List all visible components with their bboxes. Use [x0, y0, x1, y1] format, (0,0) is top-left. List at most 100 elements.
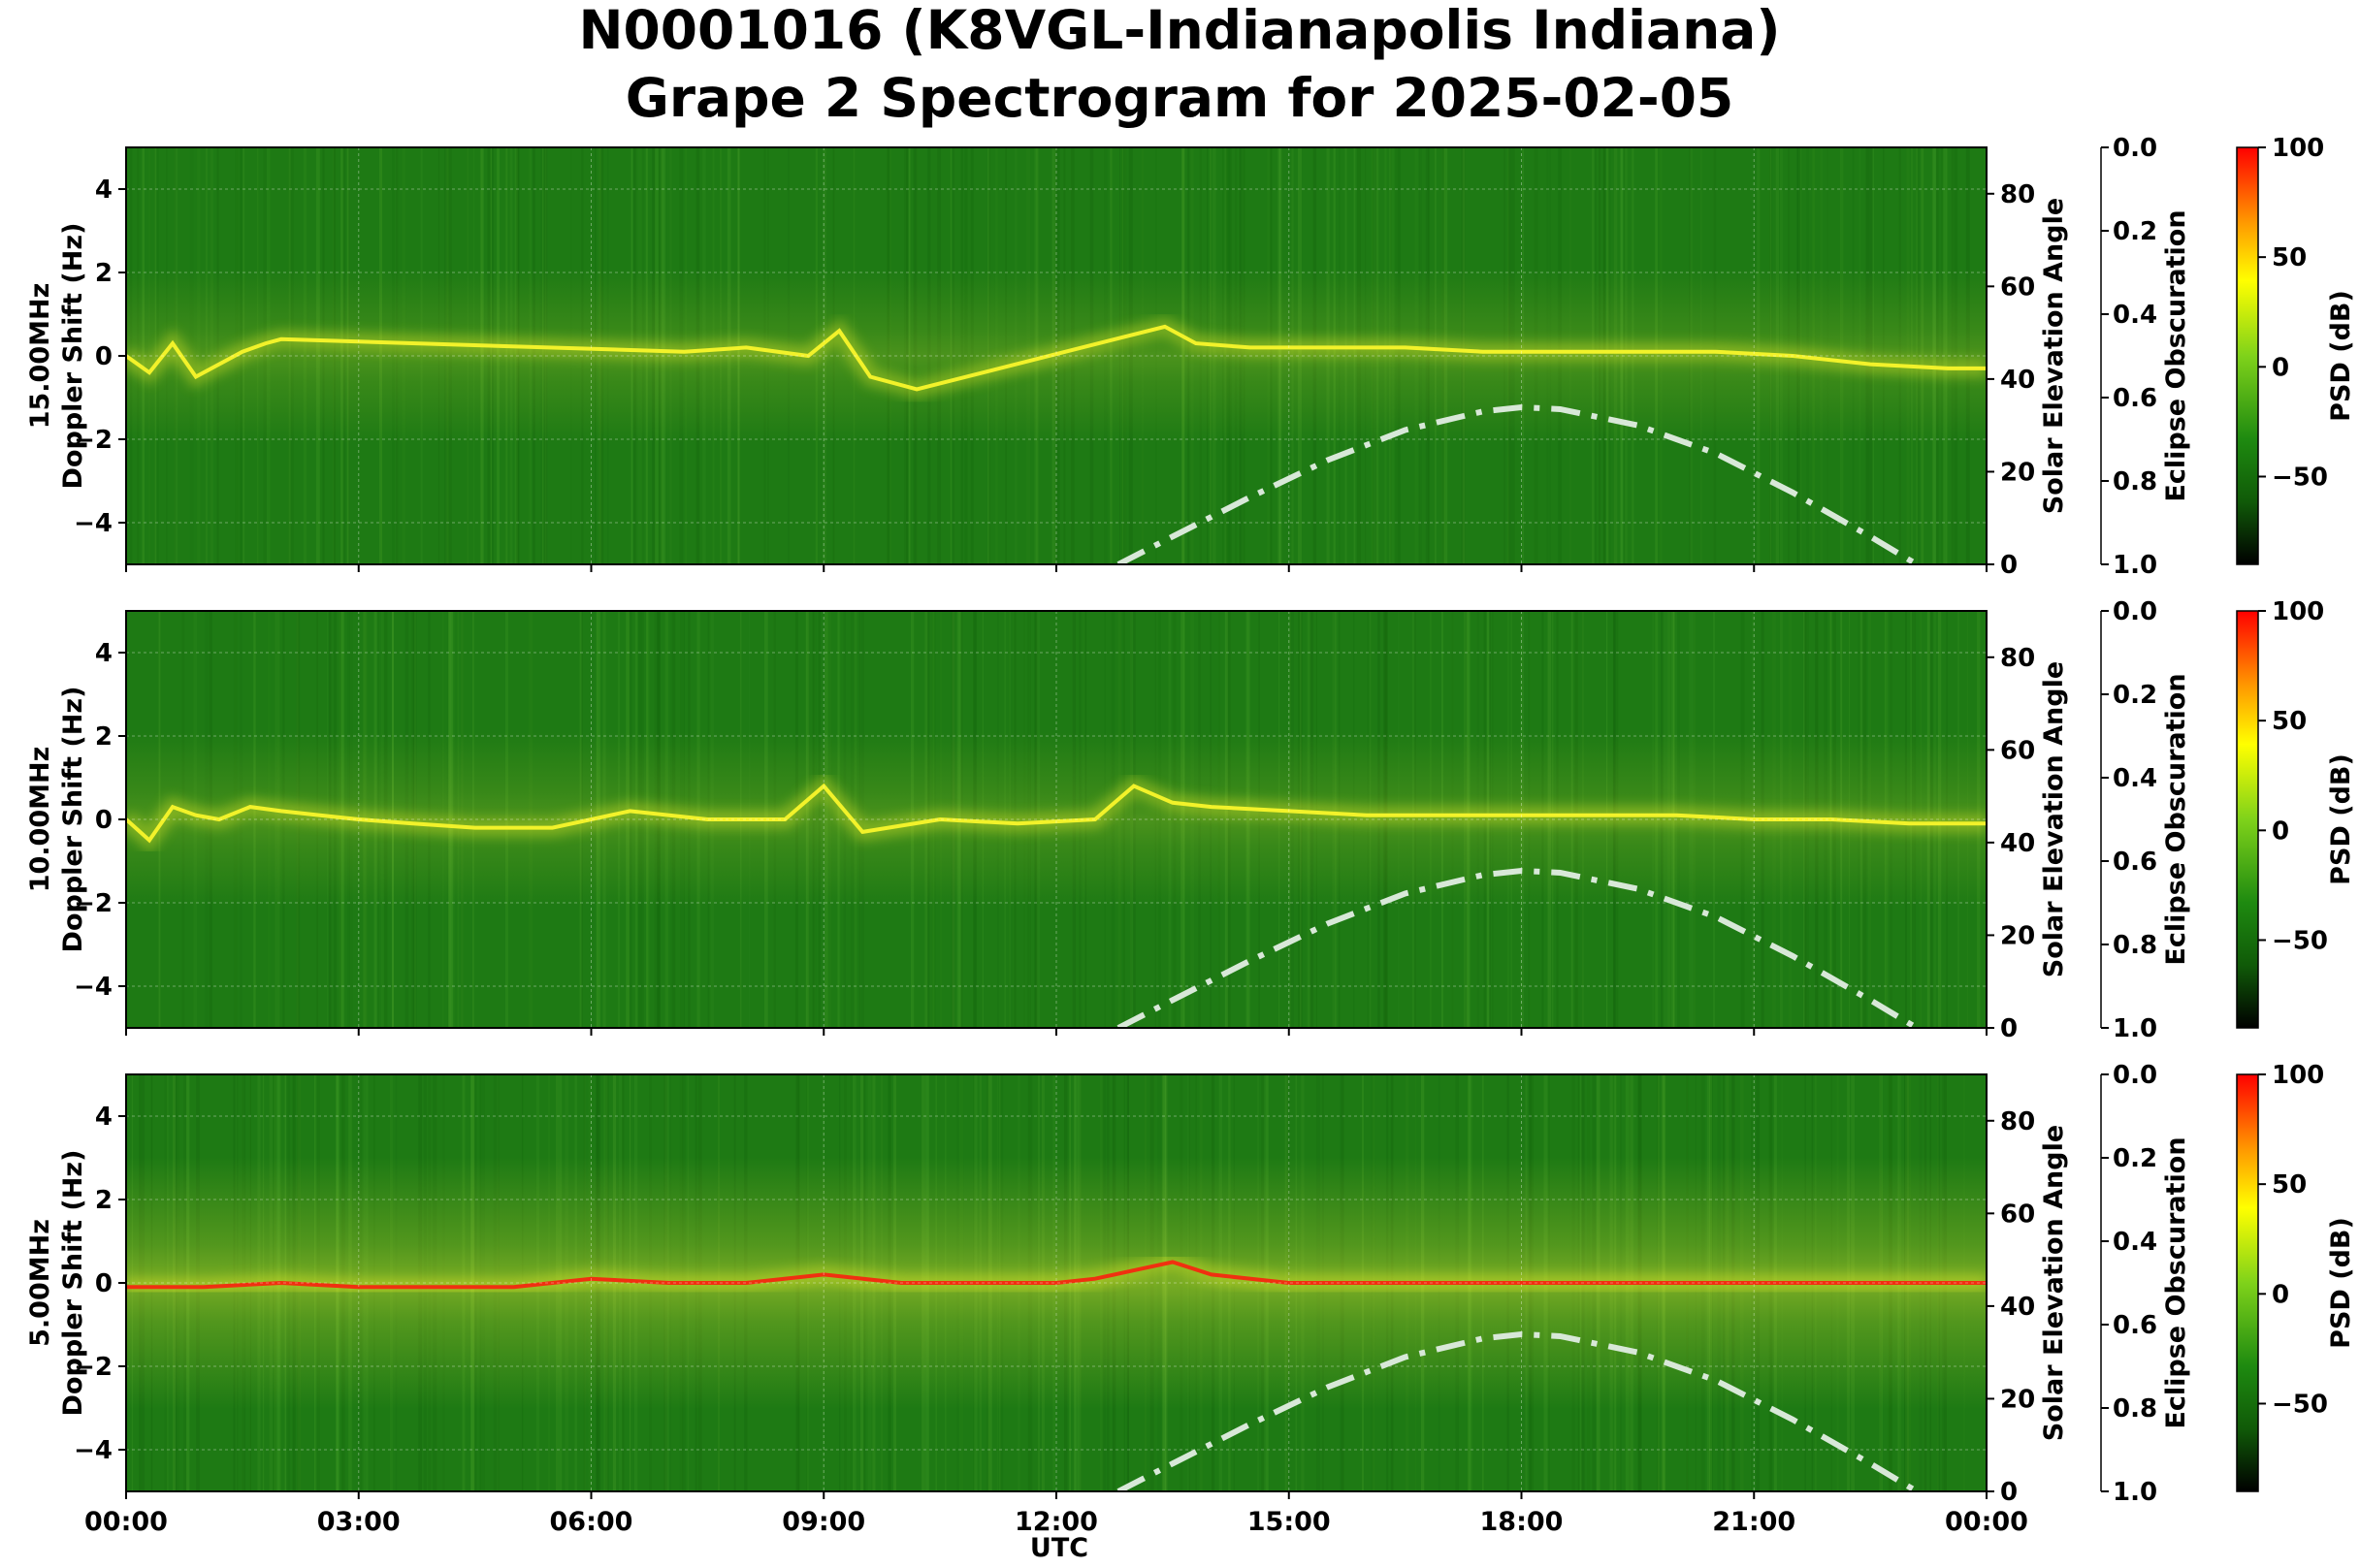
x-tick-label: 21:00 [1712, 1507, 1795, 1537]
solar-elevation-curve [1116, 404, 1919, 564]
colorbar-tick-label: −50 [2272, 926, 2328, 955]
y-tick-label: −2 [74, 889, 113, 918]
y-axis-label: 15.00MHz Doppler Shift (Hz) [25, 223, 88, 490]
eclipse-axis-label: Eclipse Obscuration [2161, 1136, 2191, 1428]
solar-tick-label: 80 [2000, 1107, 2035, 1136]
y-tick-label: −2 [74, 1353, 113, 1382]
y-tick-label: 4 [95, 176, 113, 205]
colorbar-label: PSD (dB) [2326, 753, 2356, 885]
y-tick-label: 0 [95, 1269, 113, 1298]
y-axis-label-line: Doppler Shift (Hz) [58, 687, 88, 953]
spectrogram-plot-area [126, 611, 1987, 1028]
eclipse-tick-label: 0.4 [2113, 764, 2157, 793]
colorbar-tick-label: 50 [2272, 243, 2307, 272]
solar-tick-label: 0 [2000, 1014, 2018, 1043]
solar-elevation-axis-label: Solar Elevation Angle [2039, 661, 2069, 977]
eclipse-tick-label: 0.8 [2113, 467, 2157, 496]
panel-5.00MHz: 420−2−45.00MHz Doppler Shift (Hz)00:00 03:… [25, 1061, 2356, 1537]
colorbar-tick-label: 100 [2272, 1061, 2324, 1090]
eclipse-tick-label: 0.0 [2113, 597, 2157, 626]
y-tick-label: 0 [95, 806, 113, 835]
eclipse-tick-label: 0.6 [2113, 384, 2157, 413]
y-tick-label: 2 [95, 722, 113, 752]
solar-elevation-axis-label: Solar Elevation Angle [2039, 1125, 2069, 1441]
solar-tick-label: 40 [2000, 1293, 2035, 1322]
eclipse-tick-label: 0.8 [2113, 931, 2157, 960]
x-tick-label: 00:00 [84, 1507, 168, 1537]
x-tick-label: 06:00 [550, 1507, 633, 1537]
x-tick-label: 15:00 [1247, 1507, 1331, 1537]
eclipse-tick-label: 1.0 [2113, 551, 2157, 580]
colorbar-tick-label: 100 [2272, 134, 2324, 163]
eclipse-tick-label: 0.4 [2113, 1228, 2157, 1257]
panel-15.00MHz: 420−2−415.00MHz Doppler Shift (Hz)0204060… [25, 134, 2356, 580]
eclipse-tick-label: 0.6 [2113, 848, 2157, 877]
eclipse-tick-label: 0.2 [2113, 681, 2157, 710]
figure-title-line2: Grape 2 Spectrogram for 2025-02-05 [626, 67, 1734, 129]
solar-tick-label: 80 [2000, 644, 2035, 673]
solar-tick-label: 60 [2000, 736, 2035, 765]
spectrogram-plot-area [126, 147, 1987, 564]
y-axis-label-line: Doppler Shift (Hz) [58, 223, 88, 490]
solar-elevation-curve [1116, 1331, 1919, 1491]
colorbar-tick-label: 100 [2272, 597, 2324, 626]
doppler-trace-line [126, 1260, 1987, 1290]
y-axis-label: 10.00MHz Doppler Shift (Hz) [25, 687, 88, 953]
psd-colorbar [2236, 1073, 2259, 1492]
x-tick-label: 00:00 [1945, 1507, 2028, 1537]
colorbar-tick-label: 0 [2272, 1280, 2289, 1309]
eclipse-tick-label: 0.8 [2113, 1394, 2157, 1424]
eclipse-tick-label: 0.2 [2113, 217, 2157, 246]
spectrogram-plot-area [126, 1074, 1987, 1491]
solar-elevation-axis-label: Solar Elevation Angle [2039, 198, 2069, 514]
solar-tick-label: 20 [2000, 458, 2035, 487]
solar-tick-label: 0 [2000, 1478, 2018, 1507]
y-tick-label: 0 [95, 342, 113, 371]
y-tick-label: 4 [95, 1103, 113, 1132]
x-tick-label: 03:00 [317, 1507, 401, 1537]
doppler-trace-line [126, 783, 1987, 844]
panels-group: 420−2−415.00MHz Doppler Shift (Hz)0204060… [25, 134, 2356, 1537]
panel-10.00MHz: 420−2−410.00MHz Doppler Shift (Hz)0204060… [25, 597, 2356, 1043]
y-axis-label-line: 10.00MHz [25, 747, 55, 893]
solar-tick-label: 40 [2000, 829, 2035, 858]
y-tick-label: 4 [95, 639, 113, 668]
colorbar-tick-label: 0 [2272, 816, 2289, 846]
x-axis-label: UTC [1030, 1533, 1088, 1563]
colorbar-tick-label: 0 [2272, 353, 2289, 382]
y-tick-label: −2 [74, 426, 113, 455]
solar-tick-label: 60 [2000, 272, 2035, 302]
eclipse-tick-label: 1.0 [2113, 1014, 2157, 1043]
y-axis-label-line: Doppler Shift (Hz) [58, 1150, 88, 1417]
eclipse-tick-label: 0.2 [2113, 1144, 2157, 1173]
eclipse-axis-label: Eclipse Obscuration [2161, 209, 2191, 501]
y-axis-label-line: 5.00MHz [25, 1219, 55, 1347]
y-tick-label: −4 [74, 509, 113, 538]
y-tick-label: 2 [95, 1186, 113, 1215]
solar-tick-label: 0 [2000, 551, 2018, 580]
eclipse-tick-label: 1.0 [2113, 1478, 2157, 1507]
psd-colorbar [2236, 610, 2259, 1029]
solar-elevation-curve [1116, 868, 1919, 1028]
eclipse-axis-label: Eclipse Obscuration [2161, 673, 2191, 965]
y-axis-label: 5.00MHz Doppler Shift (Hz) [25, 1150, 88, 1417]
y-tick-label: 2 [95, 259, 113, 288]
colorbar-label: PSD (dB) [2326, 290, 2356, 422]
colorbar-tick-label: 50 [2272, 1170, 2307, 1200]
colorbar-tick-label: −50 [2272, 463, 2328, 492]
figure-title-line1: N0001016 (K8VGL-Indianapolis Indiana) [578, 0, 1780, 61]
colorbar-tick-label: −50 [2272, 1390, 2328, 1419]
solar-tick-label: 60 [2000, 1200, 2035, 1229]
x-tick-label: 18:00 [1480, 1507, 1564, 1537]
solar-tick-label: 40 [2000, 366, 2035, 395]
x-tick-label: 09:00 [782, 1507, 865, 1537]
solar-tick-label: 20 [2000, 921, 2035, 950]
doppler-trace-line [126, 324, 1987, 392]
y-tick-label: −4 [74, 973, 113, 1002]
eclipse-tick-label: 0.0 [2113, 134, 2157, 163]
colorbar-label: PSD (dB) [2326, 1217, 2356, 1349]
psd-colorbar [2236, 146, 2259, 565]
eclipse-tick-label: 0.0 [2113, 1061, 2157, 1090]
eclipse-tick-label: 0.6 [2113, 1311, 2157, 1340]
